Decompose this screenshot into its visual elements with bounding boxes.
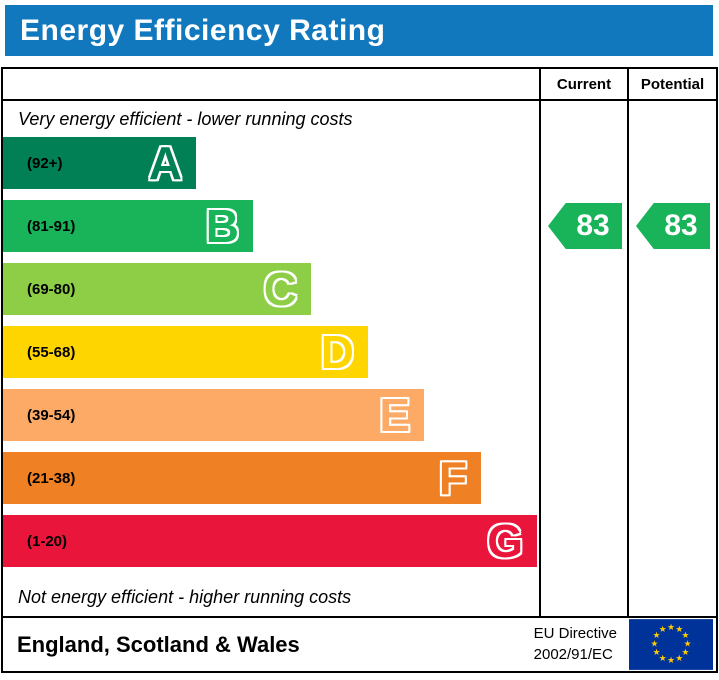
band-row: (92+) A <box>3 137 539 200</box>
band-bar: (69-80) C <box>3 263 311 315</box>
band-row: (55-68) D <box>3 326 539 389</box>
eu-directive-label: EU Directive 2002/91/EC <box>534 624 617 665</box>
bottom-note: Not energy efficient - higher running co… <box>18 586 352 607</box>
band-letter: A <box>148 137 182 189</box>
band-letter: G <box>487 515 523 567</box>
header-spacer <box>3 69 539 99</box>
band-range-label: (55-68) <box>27 343 76 361</box>
svg-text:★: ★ <box>667 623 675 633</box>
eu-flag-icon: ★ ★ ★ ★ ★ ★ ★ ★ ★ ★ ★ ★ <box>629 619 713 670</box>
footer: England, Scotland & Wales EU Directive 2… <box>3 616 716 671</box>
band-letter: E <box>379 389 410 441</box>
epc-energy-efficiency-chart: Energy Efficiency Rating Current Potenti… <box>0 5 719 680</box>
band-letter: C <box>263 263 297 315</box>
band-row: (39-54) E <box>3 389 539 452</box>
chart-body: Very energy efficient - lower running co… <box>3 101 716 616</box>
band-range-label: (92+) <box>27 154 63 172</box>
title-banner: Energy Efficiency Rating <box>5 5 713 56</box>
svg-text:★: ★ <box>659 625 667 635</box>
svg-text:★: ★ <box>681 648 689 658</box>
current-rating-arrow: 83 <box>548 203 622 249</box>
band-row: (1-20) G <box>3 515 539 578</box>
page-title: Energy Efficiency Rating <box>20 13 386 47</box>
band-bar: (1-20) G <box>3 515 537 567</box>
svg-text:★: ★ <box>681 631 689 641</box>
band-letter: B <box>205 200 239 252</box>
region-label: England, Scotland & Wales <box>17 631 300 657</box>
top-note: Very energy efficient - lower running co… <box>18 108 353 129</box>
svg-text:★: ★ <box>653 648 661 658</box>
potential-rating-value: 83 <box>664 209 698 242</box>
potential-rating-arrow: 83 <box>636 203 710 249</box>
svg-text:★: ★ <box>667 656 675 666</box>
eu-directive-line1: EU Directive <box>533 625 617 643</box>
bands-area: Very energy efficient - lower running co… <box>3 101 539 616</box>
band-bar: (39-54) E <box>3 389 424 441</box>
potential-column: 83 <box>627 101 716 616</box>
band-range-label: (21-38) <box>27 469 76 487</box>
svg-text:★: ★ <box>675 625 683 635</box>
band-range-label: (81-91) <box>27 217 76 235</box>
band-range-label: (1-20) <box>27 532 68 550</box>
current-column: 83 <box>539 101 627 616</box>
svg-text:★: ★ <box>653 631 661 641</box>
band-range-label: (69-80) <box>27 280 76 298</box>
svg-text:★: ★ <box>650 640 658 650</box>
band-range-label: (39-54) <box>27 406 76 424</box>
band-bar: (81-91) B <box>3 200 253 252</box>
svg-text:★: ★ <box>675 654 683 664</box>
column-header-row: Current Potential <box>3 69 716 101</box>
svg-text:★: ★ <box>659 654 667 664</box>
band-row: (21-38) F <box>3 452 539 515</box>
eu-directive-line2: 2002/91/EC <box>533 645 613 663</box>
band-row: (69-80) C <box>3 263 539 326</box>
svg-text:★: ★ <box>684 640 692 650</box>
band-letter: F <box>438 452 467 504</box>
band-bar: (92+) A <box>3 137 196 189</box>
current-rating-value: 83 <box>576 209 610 242</box>
bands: (92+) A (81-91) B (69-80) C (55-68) D (3… <box>3 137 539 578</box>
chart-frame: Current Potential Very energy efficient … <box>1 67 718 673</box>
current-column-header: Current <box>539 69 627 99</box>
band-bar: (21-38) F <box>3 452 481 504</box>
band-row: (81-91) B <box>3 200 539 263</box>
band-letter: D <box>320 326 354 378</box>
band-bar: (55-68) D <box>3 326 368 378</box>
potential-column-header: Potential <box>627 69 716 99</box>
